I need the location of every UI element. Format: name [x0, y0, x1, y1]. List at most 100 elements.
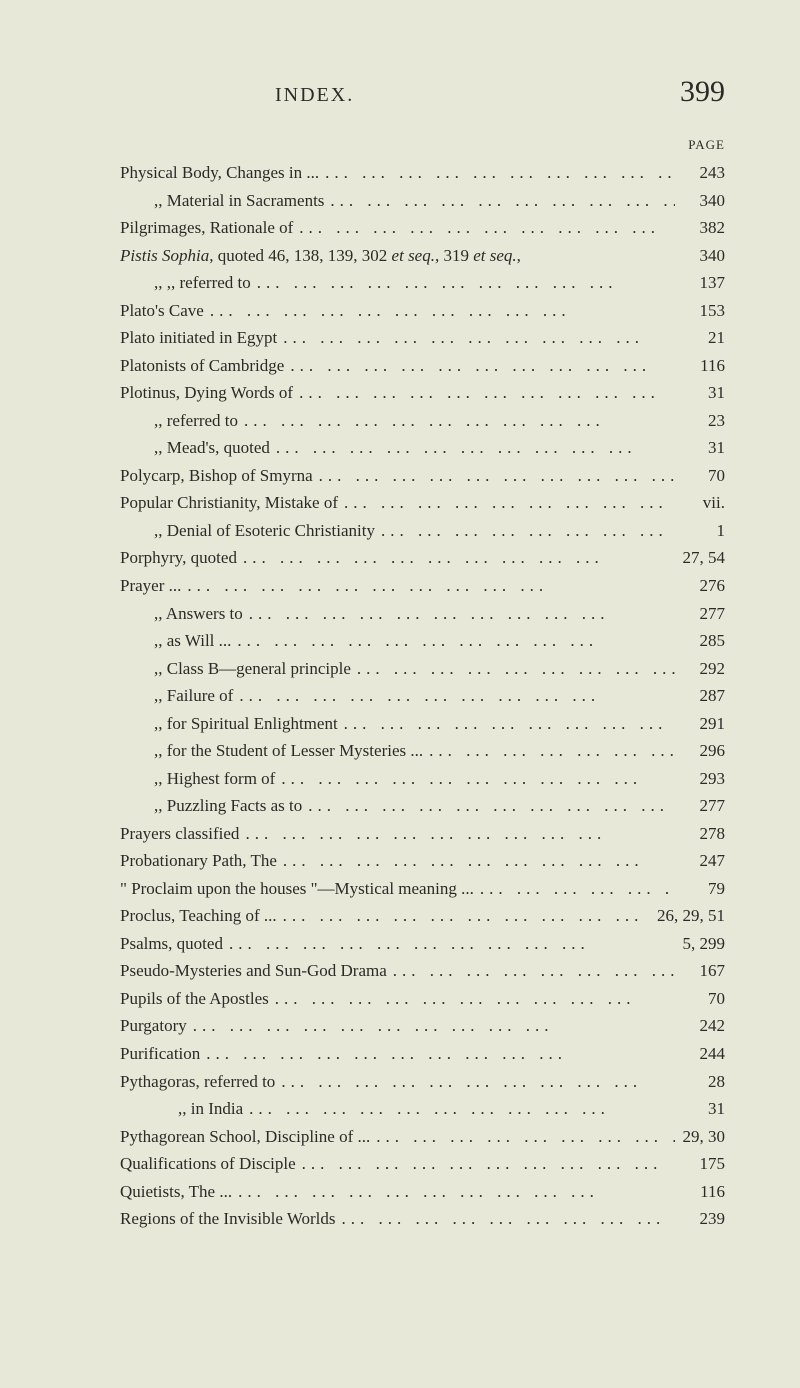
entry-label: ,, for the Student of Lesser Mysteries .…	[120, 737, 423, 765]
leader-dots: ... ... ... ... ... ... ... ... ... ...	[237, 544, 675, 572]
entry-label: ,, as Will ...	[120, 627, 231, 655]
entry-page-ref: 340	[675, 242, 725, 270]
index-entry: Psalms, quoted... ... ... ... ... ... ..…	[120, 930, 725, 958]
entry-page-ref: 278	[675, 820, 725, 848]
entry-page-ref: 287	[675, 682, 725, 710]
index-entry: " Proclaim upon the houses "—Mystical me…	[120, 875, 725, 903]
index-entry: Regions of the Invisible Worlds... ... .…	[120, 1205, 725, 1233]
entry-label: Popular Christianity, Mistake of	[120, 489, 338, 517]
index-entry: ,, referred to... ... ... ... ... ... ..…	[120, 407, 725, 435]
index-entry: ,, Class B—general principle... ... ... …	[120, 655, 725, 683]
leader-dots: ... ... ... ... ... ... ... ... ... ...	[231, 627, 675, 655]
entry-label: Polycarp, Bishop of Smyrna	[120, 462, 313, 490]
entry-page-ref: 116	[675, 1178, 725, 1206]
entry-page-ref: 23	[675, 407, 725, 435]
leader-dots: ... ... ... ... ... ... ... ... ... ...	[284, 352, 675, 380]
entry-page-ref: 239	[675, 1205, 725, 1233]
leader-dots: ... ... ... ... ... ... ... ... ... ...	[336, 1205, 675, 1233]
index-entry: Porphyry, quoted... ... ... ... ... ... …	[120, 544, 725, 572]
index-entry: ,, in India... ... ... ... ... ... ... .…	[120, 1095, 725, 1123]
index-entry: ,, ,, referred to... ... ... ... ... ...…	[120, 269, 725, 297]
entry-label: Proclus, Teaching of ...	[120, 902, 277, 930]
entry-page-ref: 244	[675, 1040, 725, 1068]
entry-page-ref: 167	[675, 957, 725, 985]
leader-dots: ... ... ... ... ... ... ... ... ... ...	[238, 407, 675, 435]
leader-dots: ... ... ... ... ... ... ... ... ... ...	[275, 1068, 675, 1096]
leader-dots: ... ... ... ... ... ... ... ... ... ...	[313, 462, 675, 490]
index-entry: ,, Failure of... ... ... ... ... ... ...…	[120, 682, 725, 710]
entry-label: Qualifications of Disciple	[120, 1150, 296, 1178]
leader-dots: ... ... ... ... ... ... ... ... ... ...	[243, 1095, 675, 1123]
leader-dots: ... ... ... ... ... ... ... ... ... ...	[269, 985, 675, 1013]
index-entry: Purification... ... ... ... ... ... ... …	[120, 1040, 725, 1068]
index-entry: ,, for the Student of Lesser Mysteries .…	[120, 737, 725, 765]
index-entry: Pseudo-Mysteries and Sun-God Drama... ..…	[120, 957, 725, 985]
entry-page-ref: 277	[675, 600, 725, 628]
entry-label: ,, Puzzling Facts as to	[120, 792, 302, 820]
entry-label: Quietists, The ...	[120, 1178, 232, 1206]
entry-page-ref: 116	[675, 352, 725, 380]
entry-page-ref: 5, 299	[675, 930, 725, 958]
entry-page-ref: 293	[675, 765, 725, 793]
index-entry: Pythagorean School, Discipline of ......…	[120, 1123, 725, 1151]
entry-label: Pythagorean School, Discipline of ...	[120, 1123, 370, 1151]
entry-label: Plotinus, Dying Words of	[120, 379, 293, 407]
entry-label: ,, Highest form of	[120, 765, 275, 793]
index-entry: Plotinus, Dying Words of... ... ... ... …	[120, 379, 725, 407]
leader-dots: ... ... ... ... ... ... ... ... ... ...	[277, 902, 657, 930]
entry-label: Psalms, quoted	[120, 930, 223, 958]
entry-page-ref: 296	[675, 737, 725, 765]
entry-label: Purgatory	[120, 1012, 187, 1040]
entry-label: Pupils of the Apostles	[120, 985, 269, 1013]
entry-page-ref: 292	[675, 655, 725, 683]
index-entry: Qualifications of Disciple... ... ... ..…	[120, 1150, 725, 1178]
entry-page-ref: 277	[675, 792, 725, 820]
entry-page-ref: 340	[675, 187, 725, 215]
index-entry: Proclus, Teaching of ...... ... ... ... …	[120, 902, 725, 930]
leader-dots: ... ... ... ... ... ... ... ... ... ...	[251, 269, 675, 297]
index-entry: Pupils of the Apostles... ... ... ... ..…	[120, 985, 725, 1013]
index-entry: Prayers classified... ... ... ... ... ..…	[120, 820, 725, 848]
entry-page-ref: 242	[675, 1012, 725, 1040]
index-title: INDEX.	[275, 84, 354, 107]
leader-dots: ... ... ... ... ... ... ... ... ... ...	[187, 1012, 675, 1040]
index-entry: Pilgrimages, Rationale of... ... ... ...…	[120, 214, 725, 242]
leader-dots: ... ... ... ... ... ... ... ... ... ...	[243, 600, 675, 628]
entry-label: ,, Mead's, quoted	[120, 434, 270, 462]
entry-label: Platonists of Cambridge	[120, 352, 284, 380]
entry-label: ,, Denial of Esoteric Christianity	[120, 517, 375, 545]
leader-dots: ... ... ... ... ... ... ... ... ... ...	[232, 1178, 675, 1206]
entry-page-ref: 153	[675, 297, 725, 325]
entry-page-ref: 27, 54	[675, 544, 725, 572]
entry-label: ,, in India	[120, 1095, 243, 1123]
entry-page-ref: 29, 30	[675, 1123, 725, 1151]
entry-page-ref: 276	[675, 572, 725, 600]
entry-label: Physical Body, Changes in ...	[120, 159, 319, 187]
leader-dots: ... ... ... ... ... ... ... ... ... ...	[277, 324, 675, 352]
index-entry: Prayer ...... ... ... ... ... ... ... ..…	[120, 572, 725, 600]
leader-dots: ... ... ... ... ... ... ... ... ... ...	[423, 737, 675, 765]
index-entry: ,, Answers to... ... ... ... ... ... ...…	[120, 600, 725, 628]
leader-dots: ... ... ... ... ... ... ... ... ... ...	[293, 214, 675, 242]
entry-page-ref: vii.	[675, 489, 725, 517]
leader-dots: ... ... ... ... ... ... ... ... ... ...	[338, 489, 675, 517]
index-entry: ,, Highest form of... ... ... ... ... ..…	[120, 765, 725, 793]
entry-page-ref: 291	[675, 710, 725, 738]
entry-label: ,, Material in Sacraments	[120, 187, 324, 215]
index-entry: ,, Material in Sacraments... ... ... ...…	[120, 187, 725, 215]
index-entry: ,, for Spiritual Enlightment... ... ... …	[120, 710, 725, 738]
entry-page-ref: 79	[675, 875, 725, 903]
entry-page-ref: 175	[675, 1150, 725, 1178]
index-entry: Purgatory... ... ... ... ... ... ... ...…	[120, 1012, 725, 1040]
entry-label: Pilgrimages, Rationale of	[120, 214, 293, 242]
leader-dots: ... ... ... ... ... ... ... ... ... ...	[375, 517, 675, 545]
leader-dots: ... ... ... ... ... ... ... ... ... ...	[275, 765, 675, 793]
entry-label: Prayer ...	[120, 572, 181, 600]
index-entry: Popular Christianity, Mistake of... ... …	[120, 489, 725, 517]
leader-dots: ... ... ... ... ... ... ... ... ... ...	[270, 434, 675, 462]
entry-label: ,, for Spiritual Enlightment	[120, 710, 338, 738]
leader-dots: ... ... ... ... ... ... ... ... ... ...	[181, 572, 675, 600]
page-column-label: PAGE	[120, 137, 725, 153]
index-entry: Probationary Path, The... ... ... ... ..…	[120, 847, 725, 875]
entry-label: Pythagoras, referred to	[120, 1068, 275, 1096]
